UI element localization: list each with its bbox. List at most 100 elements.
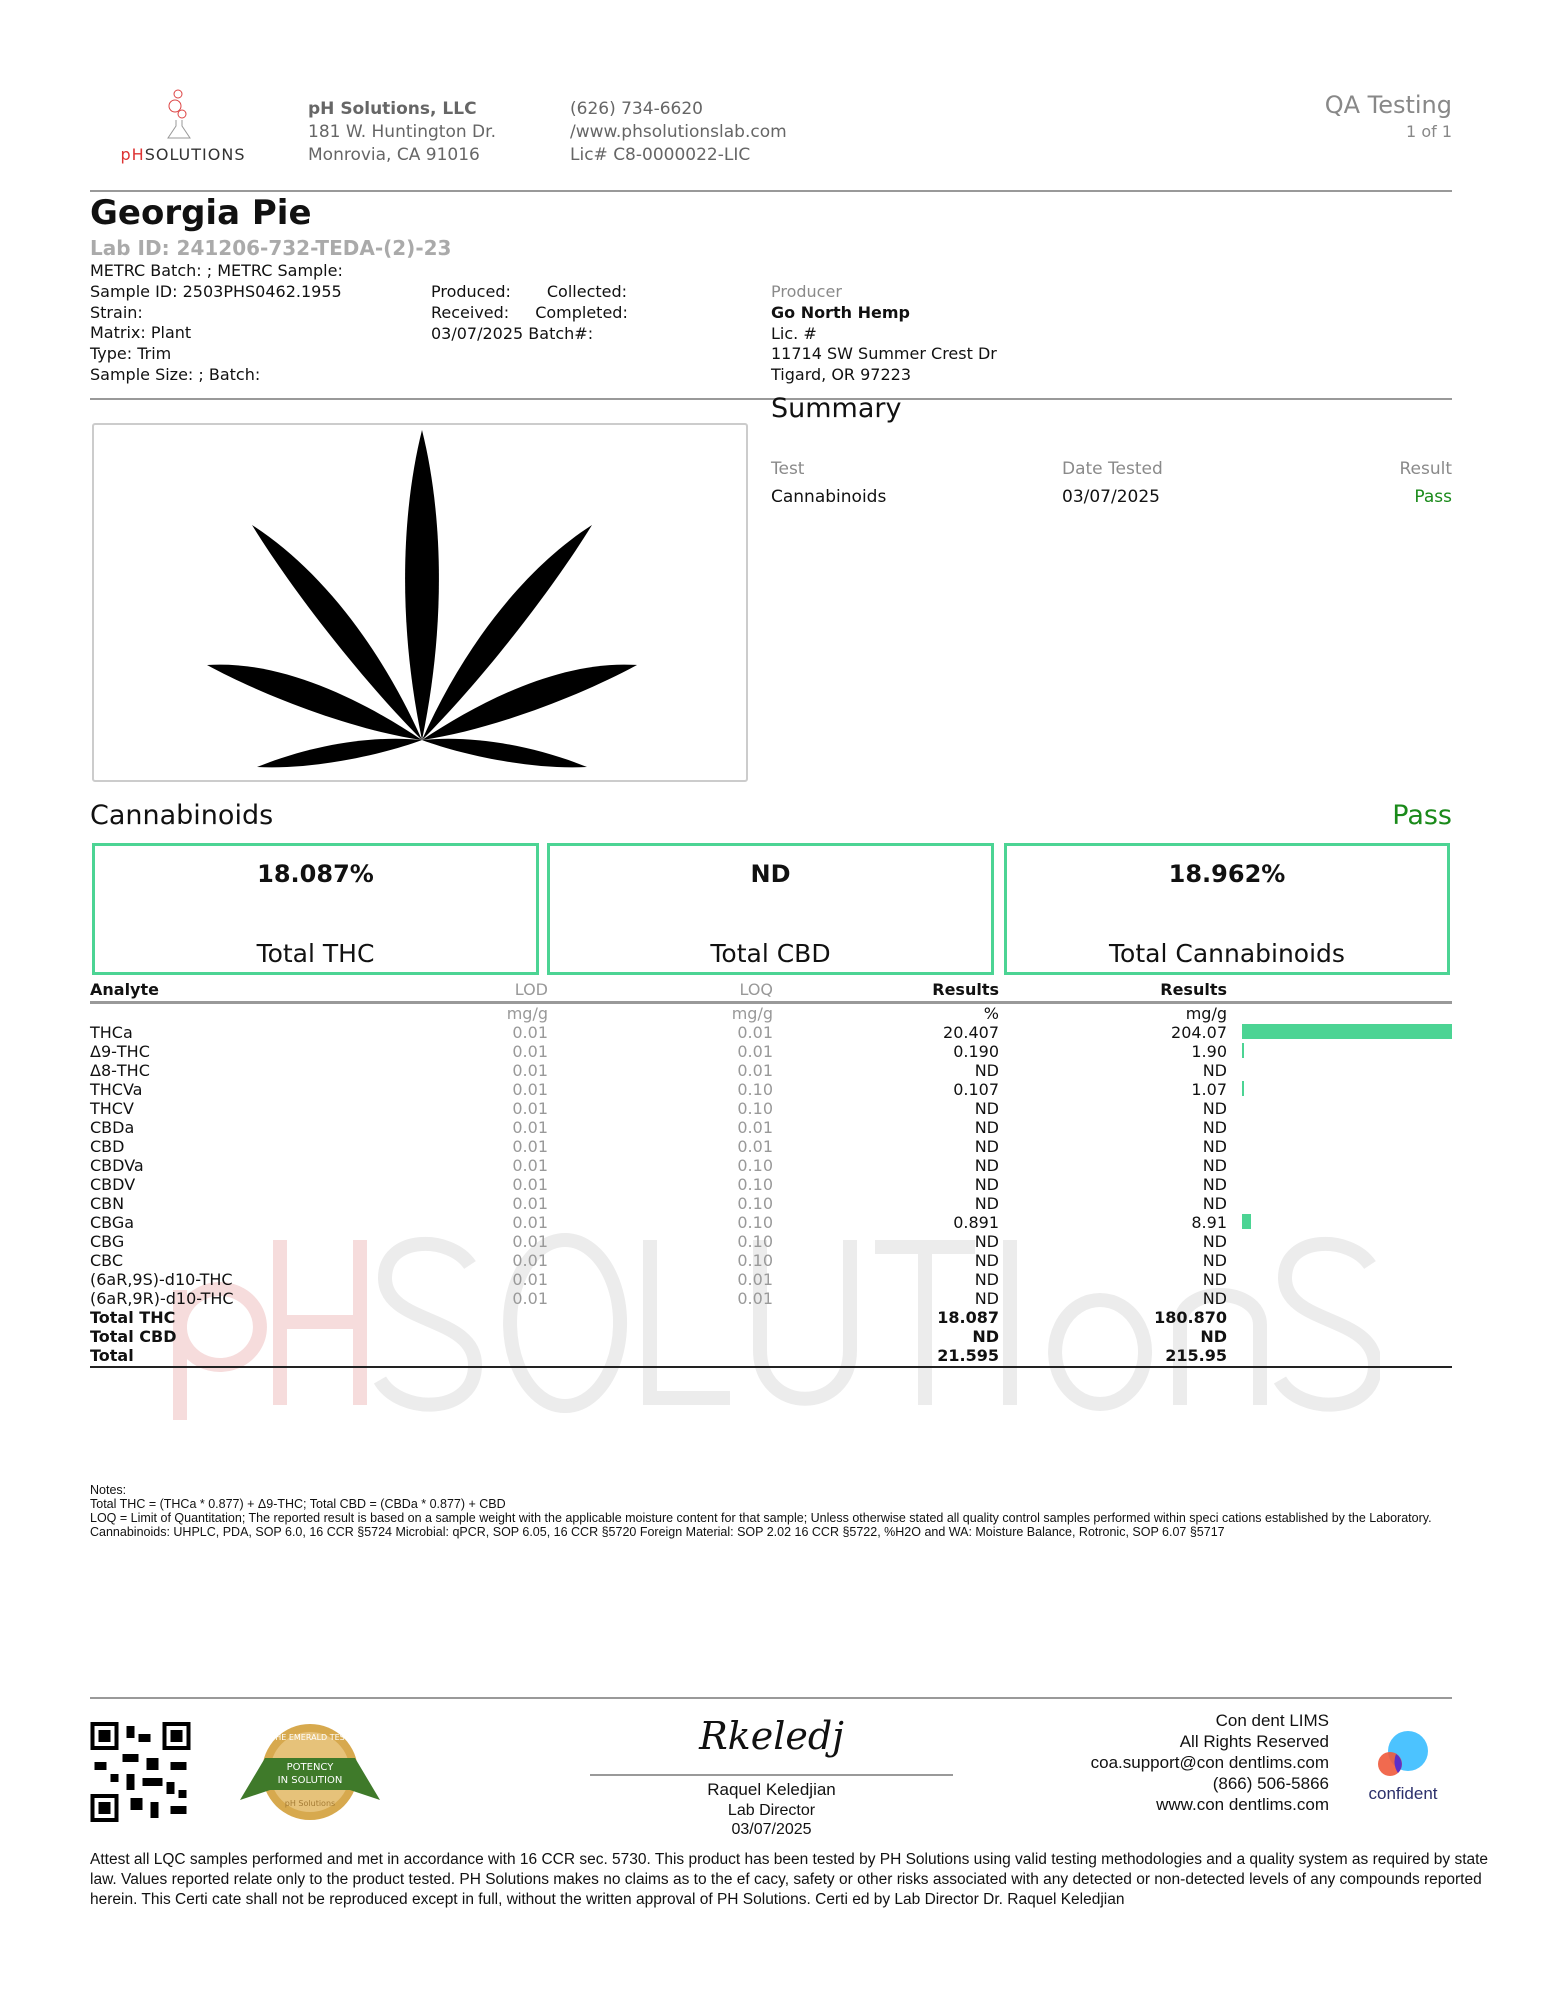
cannabinoids-status: Pass — [1392, 800, 1452, 831]
result-bar — [1242, 1043, 1244, 1058]
cell-analyte: CBDV — [90, 1175, 136, 1194]
total-label: Total CBD — [90, 1327, 177, 1346]
cell-result-mg: ND — [1202, 1175, 1227, 1194]
svg-text:pH Solutions: pH Solutions — [285, 1799, 335, 1808]
cell-result-mg: 1.90 — [1191, 1042, 1227, 1061]
cell-result-pct: ND — [974, 1194, 999, 1213]
table-bottom-divider — [90, 1366, 1452, 1368]
cell-result-mg: ND — [1202, 1118, 1227, 1137]
company-website: /www.phsolutionslab.com — [570, 122, 787, 142]
cell-analyte: Δ9-THC — [90, 1042, 150, 1061]
table-row: (6aR,9R)-d10-THC 0.01 0.01 ND ND — [90, 1289, 1452, 1308]
lab-id: Lab ID: 241206-732-TEDA-(2)-23 — [90, 236, 452, 260]
cell-result-mg: ND — [1202, 1194, 1227, 1213]
cell-result-pct: 20.407 — [943, 1023, 999, 1042]
cell-analyte: CBC — [90, 1251, 124, 1270]
flask-icon — [167, 89, 191, 139]
cell-lod: 0.01 — [512, 1137, 548, 1156]
table-row: THCV 0.01 0.10 ND ND — [90, 1099, 1452, 1118]
notes-formula: Total THC = (THCa * 0.877) + Δ9-THC; Tot… — [90, 1497, 506, 1511]
sample-name: Georgia Pie — [90, 193, 312, 233]
cell-result-mg: 8.91 — [1191, 1213, 1227, 1232]
cell-lod: 0.01 — [512, 1023, 548, 1042]
company-phone: (626) 734-6620 — [570, 99, 703, 119]
cell-loq: 0.10 — [737, 1251, 773, 1270]
product-image — [92, 423, 748, 782]
cell-loq: 0.01 — [737, 1270, 773, 1289]
seal-ribbon: POTENCY — [287, 1762, 335, 1773]
sample-size: Sample Size: ; Batch: — [90, 364, 261, 384]
result-bar — [1242, 1081, 1244, 1096]
header-results-mg: Results — [1160, 980, 1227, 999]
cell-analyte: CBG — [90, 1232, 125, 1251]
unit-lod: mg/g — [506, 1004, 548, 1023]
units-row: mg/g mg/g % mg/g — [90, 1004, 1452, 1023]
summary-test: Cannabinoids — [771, 487, 887, 507]
divider — [90, 398, 1452, 400]
company-address: 181 W. Huntington Dr. — [308, 122, 496, 142]
company-name: pH Solutions, LLC — [308, 99, 477, 119]
cell-loq: 0.01 — [737, 1137, 773, 1156]
table-row: THCVa 0.01 0.10 0.107 1.07 — [90, 1080, 1452, 1099]
company-logo: pHSOLUTIONS — [118, 86, 248, 168]
cell-loq: 0.01 — [737, 1118, 773, 1137]
table-row: CBG 0.01 0.10 ND ND — [90, 1232, 1452, 1251]
cell-result-mg: ND — [1202, 1099, 1227, 1118]
cell-loq: 0.10 — [737, 1175, 773, 1194]
result-bar — [1242, 1214, 1252, 1229]
producer-name: Go North Hemp — [771, 302, 910, 322]
table-row: Δ9-THC 0.01 0.01 0.190 1.90 — [90, 1042, 1452, 1061]
cell-result-pct: ND — [974, 1232, 999, 1251]
cell-result-pct: ND — [974, 1061, 999, 1080]
cell-lod: 0.01 — [512, 1289, 548, 1308]
received: Received: — [431, 302, 510, 322]
cell-lod: 0.01 — [512, 1232, 548, 1251]
sample-id: Sample ID: 2503PHS0462.1955 — [90, 281, 342, 301]
cell-result-pct: 0.190 — [953, 1042, 999, 1061]
watermark — [173, 1233, 1380, 1420]
cell-analyte: THCVa — [90, 1080, 143, 1099]
cell-analyte: (6aR,9S)-d10-THC — [90, 1270, 233, 1289]
signature-line — [590, 1774, 953, 1776]
table-row: CBGa 0.01 0.10 0.891 8.91 — [90, 1213, 1452, 1232]
confident-circles-icon — [1378, 1731, 1428, 1776]
result-bar — [1242, 1024, 1452, 1039]
cell-loq: 0.10 — [737, 1099, 773, 1118]
cell-result-pct: ND — [974, 1289, 999, 1308]
total-thc-label: Total THC — [256, 939, 375, 968]
header-lod: LOD — [514, 980, 548, 999]
cell-loq: 0.10 — [737, 1194, 773, 1213]
summary-title: Summary — [771, 393, 902, 424]
total-row: Total CBD ND ND — [90, 1327, 1452, 1346]
cell-result-pct: ND — [974, 1137, 999, 1156]
cell-loq: 0.10 — [737, 1232, 773, 1251]
cell-analyte: THCa — [90, 1023, 133, 1042]
cell-lod: 0.01 — [512, 1042, 548, 1061]
cell-result-mg: ND — [1202, 1251, 1227, 1270]
table-row: CBC 0.01 0.10 ND ND — [90, 1251, 1452, 1270]
producer-label: Producer — [771, 282, 842, 301]
type: Type: Trim — [90, 344, 172, 364]
total-label: Total THC — [90, 1308, 176, 1327]
total-row: Total 21.595 215.95 — [90, 1346, 1452, 1365]
cell-analyte: THCV — [90, 1099, 134, 1118]
table-row: CBDVa 0.01 0.10 ND ND — [90, 1156, 1452, 1175]
cell-analyte: CBN — [90, 1194, 125, 1213]
cell-analyte: CBD — [90, 1137, 125, 1156]
summary-header-result: Result — [1399, 459, 1452, 479]
qr-code[interactable] — [90, 1722, 191, 1822]
cell-result-pct: 0.891 — [953, 1213, 999, 1232]
company-license: Lic# C8-0000022-LIC — [570, 145, 751, 165]
lims-rights: All Rights Reserved — [1179, 1732, 1329, 1751]
cell-lod: 0.01 — [512, 1080, 548, 1099]
lims-email[interactable]: coa.support@con dentlims.com — [1090, 1753, 1329, 1772]
cell-result-mg: ND — [1202, 1137, 1227, 1156]
cell-result-pct: ND — [974, 1270, 999, 1289]
lims-website[interactable]: www.con dentlims.com — [1156, 1795, 1329, 1814]
cannabinoids-title: Cannabinoids — [90, 800, 274, 831]
signer-title: Lab Director — [727, 1802, 816, 1819]
cell-lod: 0.01 — [512, 1156, 548, 1175]
table-header-divider — [90, 1001, 1452, 1004]
svg-text:IN SOLUTION: IN SOLUTION — [278, 1775, 343, 1786]
doc-type: QA Testing — [1324, 91, 1452, 119]
